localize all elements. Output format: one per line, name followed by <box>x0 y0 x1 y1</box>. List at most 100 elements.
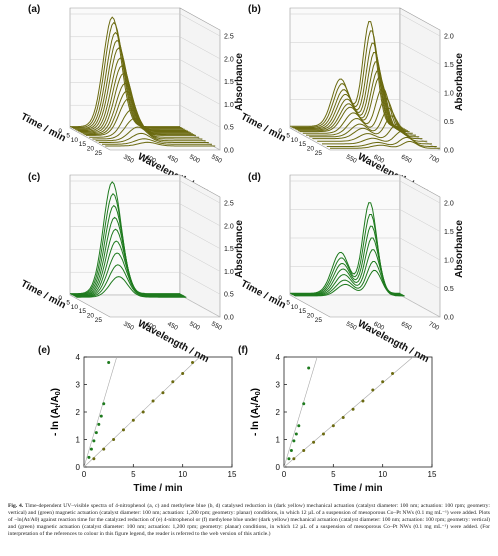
spectrum-line <box>76 47 187 131</box>
data-point <box>307 366 311 370</box>
panel-label: (f) <box>238 345 248 356</box>
fit-line <box>83 356 118 468</box>
y-tick-label: 0 <box>278 128 282 135</box>
x-tick-label: 550 <box>210 321 223 332</box>
y-tick-label: 5 <box>66 132 70 139</box>
grid-line <box>399 99 441 122</box>
data-point <box>287 457 291 461</box>
spectrum-line <box>105 141 216 147</box>
data-point <box>94 431 98 435</box>
y-tick-label: 20 <box>307 146 315 153</box>
z-tick-label: 2.0 <box>224 56 234 63</box>
panel-label: (b) <box>248 4 261 15</box>
data-point <box>351 407 355 411</box>
panel-label: (e) <box>38 345 50 356</box>
x-tick-label: 5 <box>331 470 336 479</box>
data-point <box>292 457 296 461</box>
spectrum-line <box>74 39 185 130</box>
spectrum-line <box>95 126 206 142</box>
y-tick-label: 25 <box>95 317 103 324</box>
z-tick-label: 1.5 <box>224 79 234 86</box>
data-point <box>371 388 375 392</box>
figure-caption: Fig. 4. Time-dependent UV–visible spectr… <box>8 503 490 538</box>
y-tick-label: 0 <box>58 128 62 135</box>
y-tick-label: 5 <box>66 299 70 306</box>
z-tick-label: 1.5 <box>444 229 454 236</box>
z-axis-label: Absorbance <box>454 53 465 111</box>
data-point <box>331 424 335 428</box>
side-wall <box>399 7 441 151</box>
z-axis-label: Absorbance <box>234 220 245 278</box>
spectrum-line <box>98 132 209 143</box>
grid-line <box>179 180 221 204</box>
grid-line <box>179 226 221 249</box>
x-tick-label: 600 <box>372 321 385 332</box>
data-point <box>341 416 345 419</box>
data-point <box>302 402 306 406</box>
y-tick-label: 25 <box>315 150 323 157</box>
spectrum-line <box>81 72 192 134</box>
side-wall <box>399 174 441 318</box>
data-point <box>131 418 135 422</box>
data-point <box>97 422 101 426</box>
y-tick-label: 1 <box>276 436 281 445</box>
grid-line <box>179 271 221 295</box>
plot-frame <box>283 356 433 468</box>
fit-line <box>283 356 318 468</box>
y-tick-label: 10 <box>71 304 79 311</box>
y-tick-label: 2 <box>76 408 81 417</box>
grid-line <box>179 82 221 105</box>
z-tick-label: 0.0 <box>444 315 454 322</box>
z-tick-label: 0.5 <box>444 286 454 293</box>
y-tick-label: 15 <box>299 141 307 148</box>
x-tick-label: 0 <box>82 470 87 479</box>
data-point <box>289 449 293 452</box>
spectrum-line <box>70 16 180 128</box>
data-point <box>102 447 106 451</box>
x-tick-label: 5 <box>131 470 136 479</box>
grid-line <box>179 294 221 318</box>
z-tick-label: 0.0 <box>224 148 234 155</box>
x-axis-label: Wavelength / nm <box>356 318 431 365</box>
z-tick-label: 1.5 <box>224 246 234 253</box>
data-point <box>191 361 195 364</box>
spectrum-line <box>71 21 182 128</box>
plot-frame <box>83 356 233 468</box>
y-tick-label: 0 <box>278 295 282 302</box>
caption-label: Fig. 4. <box>8 503 24 509</box>
grid-line <box>399 70 441 94</box>
y-tick-label: 10 <box>291 137 299 144</box>
grid-line <box>179 203 221 227</box>
spectrum-line <box>73 31 184 129</box>
grid-line <box>179 13 221 37</box>
x-tick-label: 450 <box>166 321 179 332</box>
y-tick-label: 5 <box>286 299 290 306</box>
y-tick-label: 20 <box>87 313 95 320</box>
z-tick-label: 2.5 <box>224 201 234 208</box>
y-tick-label: 4 <box>276 353 281 362</box>
x-tick-label: 550 <box>210 154 223 165</box>
data-point <box>161 391 165 395</box>
z-tick-label: 2.0 <box>224 223 234 230</box>
x-axis-label: Time / min <box>333 483 382 494</box>
z-tick-label: 0.5 <box>224 292 234 299</box>
x-tick-label: 650 <box>400 321 413 332</box>
grid-line <box>179 249 221 272</box>
spectrum-line <box>78 57 188 132</box>
x-tick-label: 600 <box>372 154 385 165</box>
grid-line <box>399 42 441 65</box>
x-tick-label: 15 <box>428 470 437 479</box>
side-wall <box>179 174 221 318</box>
panel-label: (a) <box>28 4 40 15</box>
spectrum-line <box>79 65 190 133</box>
y-tick-label: 25 <box>95 150 103 157</box>
data-point <box>181 372 185 375</box>
grid-line <box>179 59 221 82</box>
data-point <box>391 372 395 375</box>
grid-line <box>399 294 441 318</box>
z-tick-label: 2.5 <box>224 34 234 41</box>
x-tick-label: 400 <box>144 154 157 165</box>
y-tick-label: 15 <box>79 141 87 148</box>
x-tick-label: 700 <box>427 321 440 332</box>
